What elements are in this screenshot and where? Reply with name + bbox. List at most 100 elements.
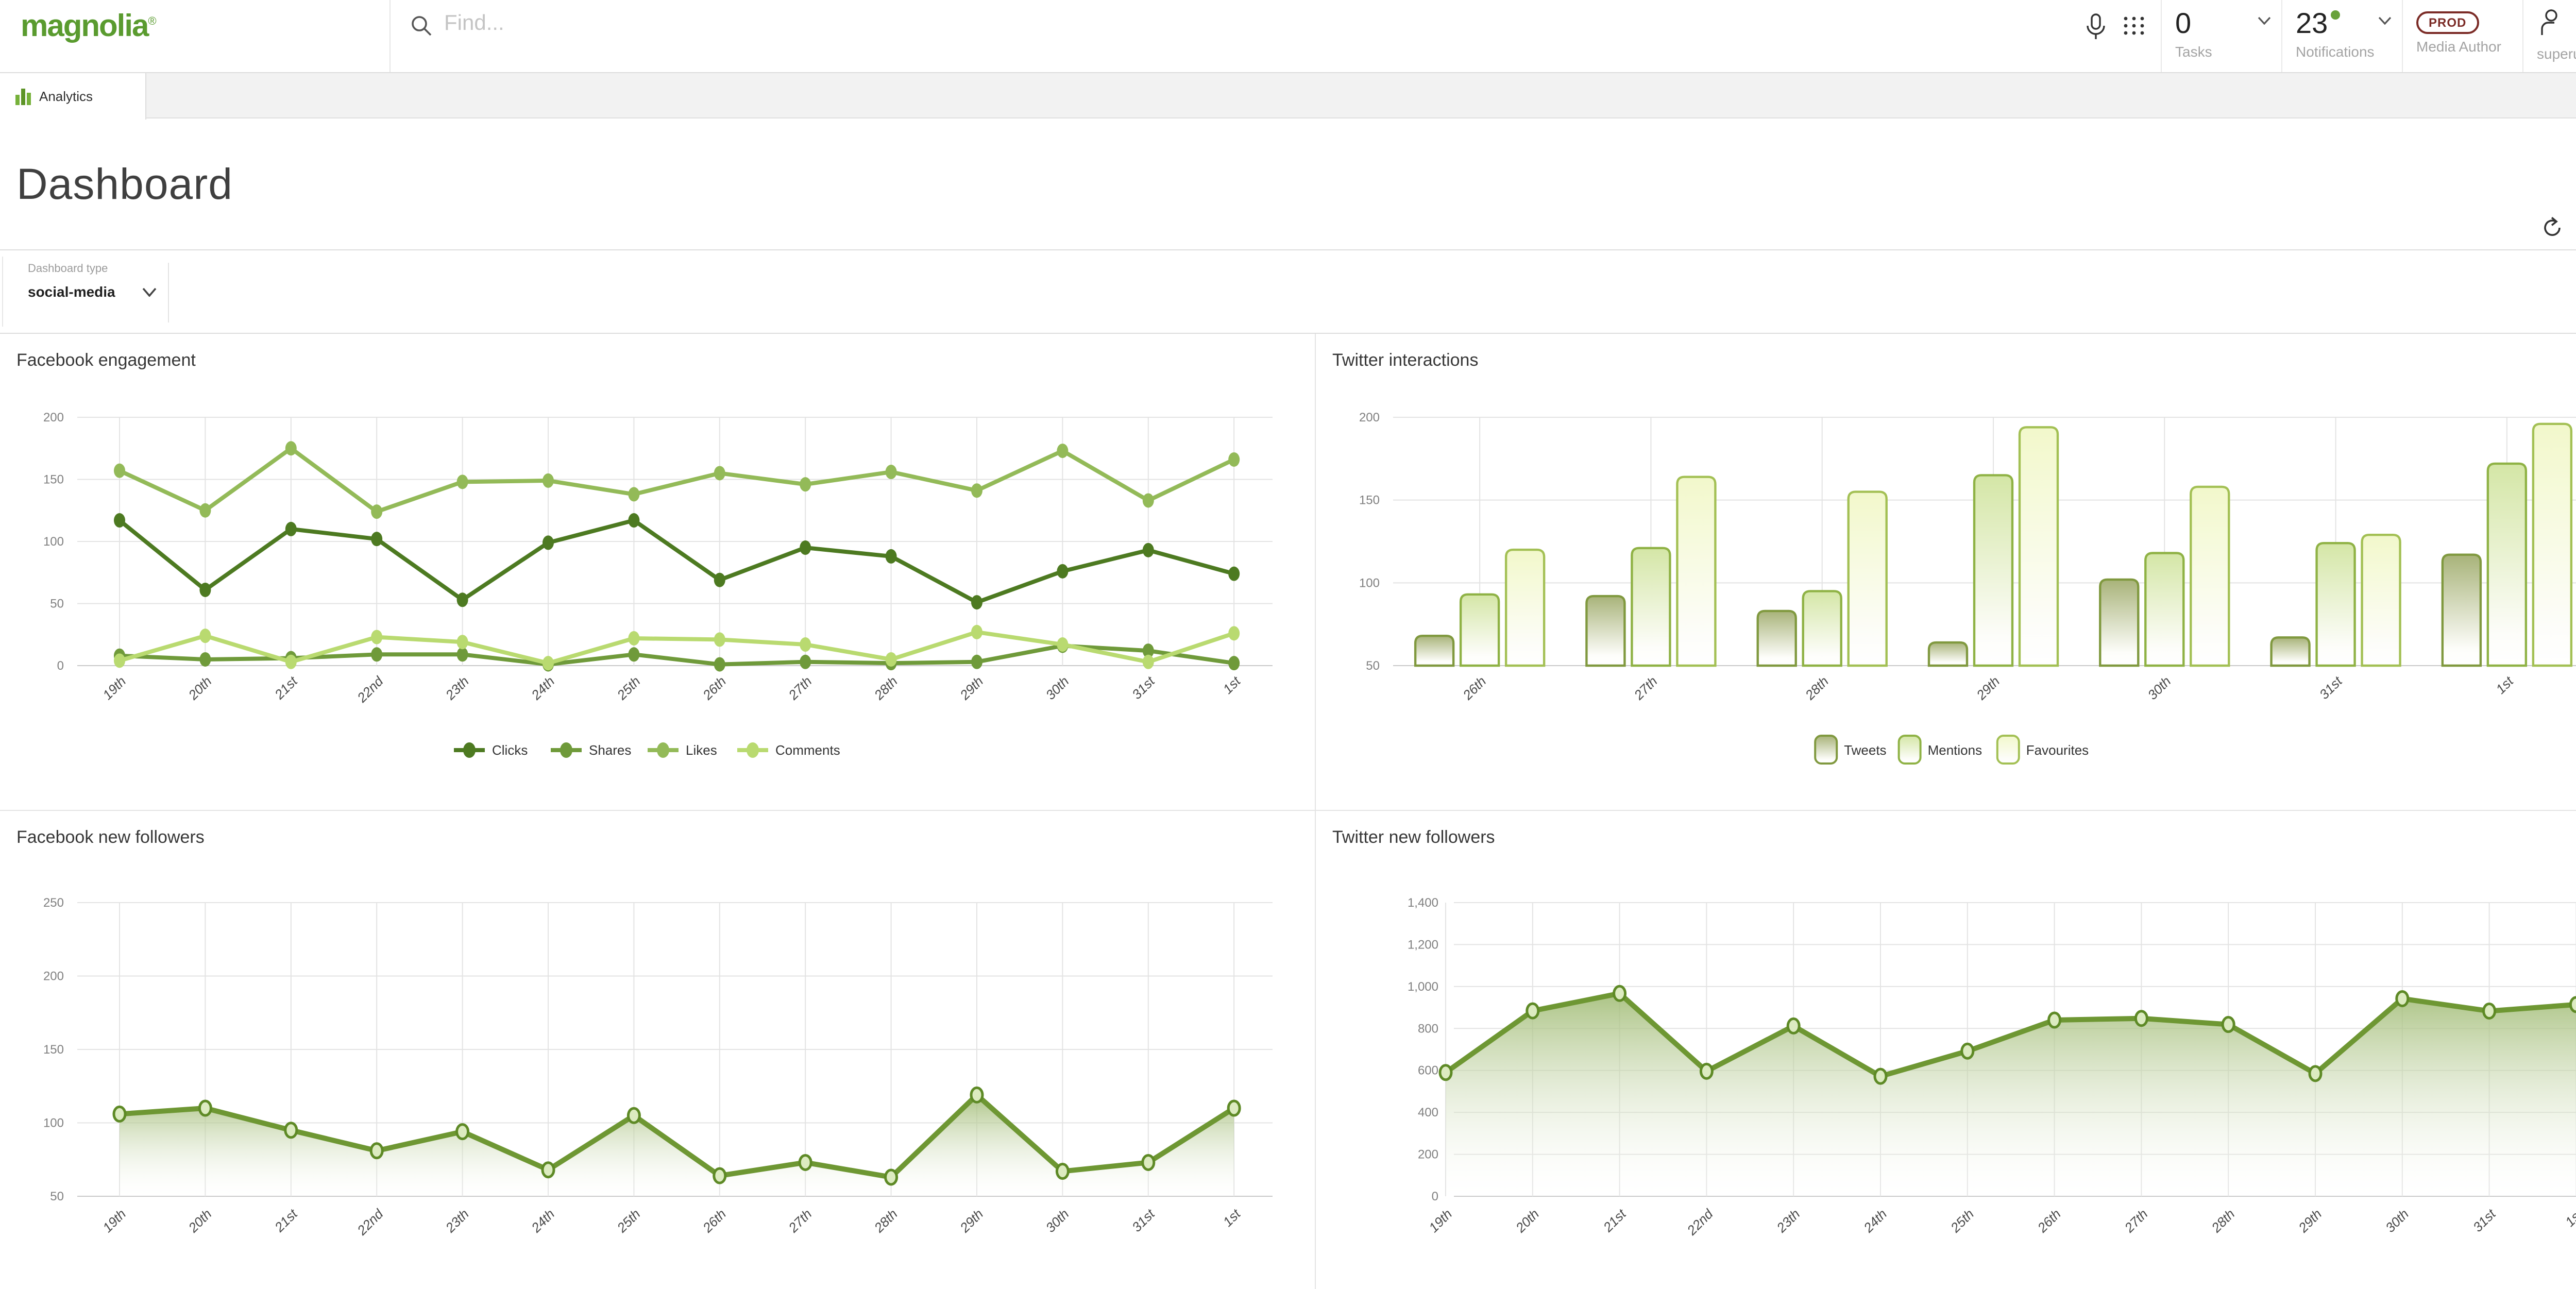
svg-text:50: 50 <box>1366 659 1380 673</box>
svg-text:Comments: Comments <box>775 742 840 758</box>
search-input[interactable] <box>444 11 1165 36</box>
chart-title: Facebook engagement <box>16 350 196 370</box>
svg-text:22nd: 22nd <box>354 673 387 706</box>
svg-text:21st: 21st <box>1600 1206 1630 1235</box>
svg-text:0: 0 <box>57 659 64 673</box>
svg-text:27th: 27th <box>785 1206 815 1236</box>
chart-panel-facebook-engagement: Facebook engagement 0 50 100 150 200 19th 20th… <box>0 334 1316 811</box>
svg-text:30th: 30th <box>1043 1206 1072 1235</box>
svg-text:19th: 19th <box>99 673 129 703</box>
notifications-label: Notifications <box>2296 43 2375 60</box>
svg-text:0: 0 <box>1432 1190 1438 1203</box>
tasks-menu[interactable]: 0 Tasks <box>2161 0 2281 72</box>
svg-text:28th: 28th <box>871 673 901 703</box>
dashboard-type-value: social-media <box>28 283 115 300</box>
svg-text:31st: 31st <box>1129 673 1158 702</box>
svg-text:100: 100 <box>43 1116 64 1130</box>
chart-title: Facebook new followers <box>16 827 205 847</box>
svg-text:31st: 31st <box>2470 1206 2499 1235</box>
svg-text:25th: 25th <box>614 673 643 703</box>
svg-text:200: 200 <box>43 411 64 425</box>
svg-text:Tweets: Tweets <box>1844 742 1886 758</box>
twitter-new-followers-chart: 0 200 400 600 800 1,000 1,200 1,400 19th 20th 21st… <box>1408 896 2576 1239</box>
facebook-new-followers-chart: 50 100 150 200 250 19th 20th 21st 22nd 23th 24th 25… <box>43 896 1273 1239</box>
svg-text:30th: 30th <box>2382 1206 2412 1235</box>
page-title: Dashboard <box>16 159 233 208</box>
top-header: magnolia® 0 T <box>0 0 2576 73</box>
svg-text:1st: 1st <box>1220 673 1244 697</box>
svg-text:22nd: 22nd <box>354 1206 387 1239</box>
svg-text:150: 150 <box>1359 494 1380 507</box>
tab-analytics[interactable]: Analytics <box>0 73 146 120</box>
svg-text:250: 250 <box>43 896 64 910</box>
svg-text:29th: 29th <box>957 673 987 703</box>
search-icon <box>412 16 432 36</box>
svg-text:25th: 25th <box>614 1206 643 1236</box>
svg-text:29th: 29th <box>2295 1206 2325 1236</box>
svg-text:20th: 20th <box>1512 1206 1542 1236</box>
svg-text:50: 50 <box>50 1190 64 1203</box>
header-icon-group <box>2084 0 2161 72</box>
svg-text:150: 150 <box>43 473 64 487</box>
svg-text:29th: 29th <box>1973 673 2003 703</box>
svg-text:31st: 31st <box>1129 1206 1158 1235</box>
user-name: superuser <box>2537 45 2576 62</box>
svg-text:Favourites: Favourites <box>2026 742 2089 758</box>
svg-text:28th: 28th <box>2208 1206 2238 1236</box>
chart-panel-twitter-interactions: Twitter interactions 50 100 150 200 26th 27th… <box>1316 334 2576 811</box>
svg-text:1st: 1st <box>1220 1206 1244 1230</box>
svg-text:800: 800 <box>1418 1022 1438 1036</box>
svg-text:19th: 19th <box>99 1206 129 1235</box>
svg-text:27th: 27th <box>1631 673 1660 703</box>
svg-text:1st: 1st <box>2493 673 2517 697</box>
global-search[interactable] <box>391 0 2084 72</box>
chevron-down-icon <box>2378 16 2392 25</box>
svg-text:Clicks: Clicks <box>492 742 528 758</box>
chart-panel-twitter-new-followers: Twitter new followers 0 200 400 600 800 1,000… <box>1316 811 2576 1289</box>
dashboard-type-select[interactable]: social-media <box>28 283 2576 300</box>
tasks-count: 0 <box>2175 7 2192 39</box>
refresh-icon[interactable] <box>2541 216 2564 239</box>
twitter-interactions-chart: 50 100 150 200 26th 27th 28th 29th 30th 31st 1st Tw… <box>1359 411 2576 765</box>
chevron-down-icon <box>142 287 157 296</box>
svg-text:100: 100 <box>1359 576 1380 590</box>
svg-text:Likes: Likes <box>686 742 717 758</box>
notification-dot <box>2331 10 2341 20</box>
logo-panel: magnolia® <box>0 0 391 72</box>
notifications-menu[interactable]: 23 Notifications <box>2281 0 2402 72</box>
title-actions <box>2541 216 2576 239</box>
user-icon <box>2541 9 2557 35</box>
dashboard-filter-row: Dashboard type social-media <box>0 250 2576 334</box>
svg-text:26th: 26th <box>2034 1206 2064 1236</box>
svg-text:24th: 24th <box>1860 1206 1890 1236</box>
notifications-count: 23 <box>2296 8 2392 39</box>
dashboard-type-label: Dashboard type <box>28 263 108 275</box>
svg-text:29th: 29th <box>957 1206 987 1236</box>
svg-text:26th: 26th <box>699 1206 729 1236</box>
svg-text:26th: 26th <box>699 673 729 703</box>
svg-text:30th: 30th <box>1043 673 1072 703</box>
dashboard-charts: Facebook engagement 0 50 100 150 200 19th 20th… <box>0 334 2576 1289</box>
svg-text:24th: 24th <box>528 673 558 703</box>
magnolia-logo: magnolia® <box>21 9 157 43</box>
svg-text:50: 50 <box>50 597 64 611</box>
bar-chart-icon <box>15 89 31 105</box>
svg-text:24th: 24th <box>528 1206 558 1236</box>
page-title-row: Dashboard <box>0 118 2576 250</box>
svg-text:150: 150 <box>43 1043 64 1057</box>
svg-text:100: 100 <box>43 535 64 549</box>
user-menu[interactable]: superuser <box>2522 0 2576 72</box>
svg-text:22nd: 22nd <box>1684 1206 1717 1239</box>
app-launcher-icon[interactable] <box>2122 13 2146 38</box>
environment-info: PROD Media Author <box>2402 0 2522 72</box>
tasks-label: Tasks <box>2175 43 2212 60</box>
svg-text:28th: 28th <box>871 1206 901 1236</box>
svg-text:23th: 23th <box>442 673 472 703</box>
svg-text:19th: 19th <box>1426 1206 1455 1235</box>
svg-text:1,000: 1,000 <box>1408 980 1438 994</box>
tab-bar: Analytics <box>0 73 2576 120</box>
facebook-engagement-chart: 0 50 100 150 200 19th 20th 21st 22nd 23th 24th 25th… <box>43 411 1273 758</box>
microphone-icon[interactable] <box>2084 13 2107 40</box>
svg-text:26th: 26th <box>1460 673 1489 703</box>
